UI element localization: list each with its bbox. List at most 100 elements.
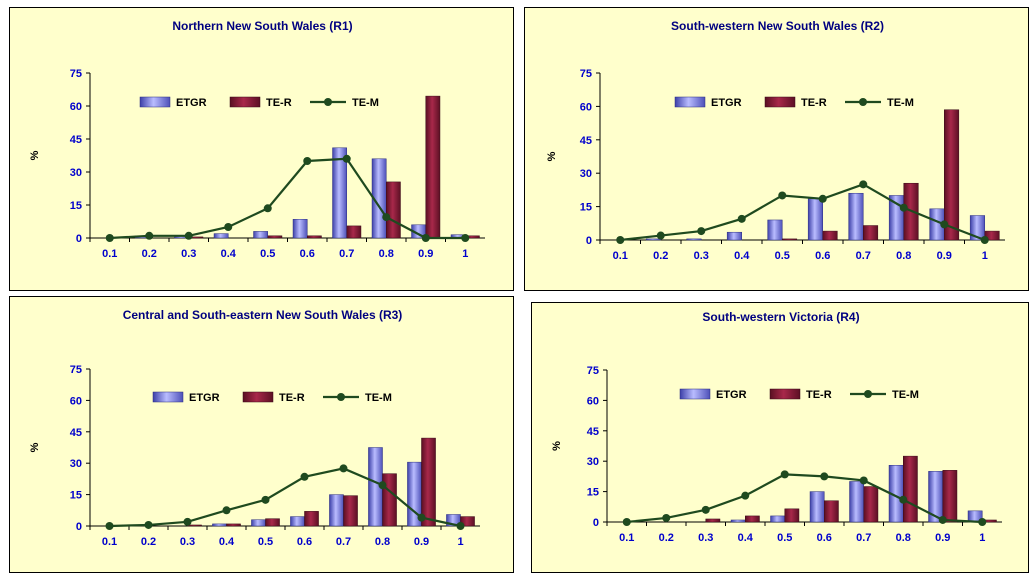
point-te-m xyxy=(421,234,430,242)
point-te-m xyxy=(456,522,465,530)
y-tick-label: 30 xyxy=(70,458,82,470)
x-tick-label: 0.8 xyxy=(379,248,394,260)
point-te-m xyxy=(145,231,154,240)
bar-te-r xyxy=(265,518,280,527)
chart-title: South-western Victoria (R4) xyxy=(702,310,859,324)
legend-label-etgr: ETGR xyxy=(711,97,742,109)
x-tick-label: 0.8 xyxy=(896,250,911,262)
legend-swatch-te-r xyxy=(764,96,796,108)
legend-marker-te-m xyxy=(864,390,872,398)
bar-te-r xyxy=(824,500,839,523)
x-tick-label: 0.8 xyxy=(375,536,390,548)
legend-label-te-m: TE-M xyxy=(887,97,914,109)
x-tick-label: 0.6 xyxy=(815,250,830,262)
point-te-m xyxy=(378,481,387,490)
point-te-m xyxy=(820,472,829,481)
bar-te-r xyxy=(863,486,879,523)
x-tick-label: 0.4 xyxy=(734,250,750,262)
y-axis-label: % xyxy=(551,441,563,451)
x-tick-label: 0.8 xyxy=(896,532,911,544)
legend-swatch-etgr xyxy=(139,96,171,108)
legend-label-te-r: TE-R xyxy=(806,389,832,401)
x-tick-label: 1 xyxy=(462,248,468,260)
bar-etgr xyxy=(849,481,864,523)
y-tick-label: 15 xyxy=(70,200,82,212)
point-te-m xyxy=(662,513,671,522)
y-tick-label: 0 xyxy=(76,233,82,245)
x-tick-label: 0.3 xyxy=(698,532,713,544)
y-tick-label: 60 xyxy=(587,395,599,407)
point-te-m xyxy=(263,204,272,213)
x-tick-label: 0.1 xyxy=(102,248,117,260)
bar-te-r xyxy=(944,109,960,241)
point-te-m xyxy=(261,495,270,504)
line-te-m xyxy=(109,467,461,528)
bar-etgr xyxy=(848,192,864,241)
x-tick-label: 0.3 xyxy=(180,536,195,548)
bar-te-r xyxy=(784,508,800,523)
bar-etgr xyxy=(767,219,783,241)
bar-te-r xyxy=(382,473,397,527)
bar-etgr xyxy=(251,519,266,527)
bar-etgr xyxy=(212,523,227,527)
x-tick-label: 0.6 xyxy=(297,536,312,548)
point-te-m xyxy=(737,214,746,223)
x-tick-label: 1 xyxy=(457,536,463,548)
point-te-m xyxy=(616,236,625,244)
point-te-m xyxy=(144,520,153,529)
bar-etgr xyxy=(686,238,702,241)
bar-te-r xyxy=(307,235,322,239)
y-tick-label: 60 xyxy=(70,395,82,407)
legend-swatch-te-r xyxy=(242,391,274,403)
point-te-m xyxy=(818,194,827,203)
y-tick-label: 75 xyxy=(587,365,599,377)
y-tick-label: 30 xyxy=(580,168,592,180)
point-te-m xyxy=(417,513,426,522)
bar-etgr xyxy=(809,491,825,523)
bar-etgr xyxy=(730,519,746,523)
legend-marker-te-m xyxy=(859,98,867,106)
x-tick-label: 0.6 xyxy=(300,248,315,260)
point-te-m xyxy=(342,154,351,163)
y-tick-label: 15 xyxy=(580,202,592,214)
y-tick-label: 30 xyxy=(70,167,82,179)
bar-te-r xyxy=(745,515,760,523)
chart-r1: Northern New South Wales (R1)% 0 15 30 45 60 7… xyxy=(29,19,485,260)
chart-title: Northern New South Wales (R1) xyxy=(172,19,352,33)
y-tick-label: 45 xyxy=(70,134,82,146)
y-tick-label: 75 xyxy=(70,68,82,80)
y-tick-label: 45 xyxy=(580,135,592,147)
point-te-m xyxy=(780,470,789,479)
point-te-m xyxy=(980,236,989,244)
x-tick-label: 0.3 xyxy=(694,250,709,262)
point-te-m xyxy=(741,491,750,500)
bar-etgr xyxy=(292,219,308,239)
bar-te-r xyxy=(425,95,441,239)
bar-etgr xyxy=(888,195,905,241)
point-te-m xyxy=(184,231,193,240)
bar-etgr xyxy=(726,231,742,241)
chart-title: Central and South-eastern New South Wale… xyxy=(123,308,403,322)
legend-swatch-etgr xyxy=(679,388,711,400)
x-tick-label: 0.2 xyxy=(659,532,674,544)
bar-etgr xyxy=(332,147,347,239)
x-tick-label: 0.2 xyxy=(142,248,157,260)
x-tick-label: 0.6 xyxy=(817,532,832,544)
point-te-m xyxy=(105,522,114,530)
x-tick-label: 0.9 xyxy=(414,536,429,548)
point-te-m xyxy=(899,203,908,212)
x-tick-label: 0.1 xyxy=(102,536,117,548)
legend-swatch-te-r xyxy=(769,388,801,400)
bar-te-r xyxy=(942,470,958,523)
point-te-m xyxy=(382,213,391,222)
x-tick-label: 0.7 xyxy=(336,536,351,548)
point-te-m xyxy=(300,472,309,481)
bar-te-r xyxy=(460,516,475,527)
y-tick-label: 75 xyxy=(70,364,82,376)
y-axis-label: % xyxy=(29,442,41,452)
legend-marker-te-m xyxy=(337,393,345,401)
point-te-m xyxy=(859,180,868,189)
chart-panel-r1: Northern New South Wales (R1)% 0 15 30 45 60 7… xyxy=(9,7,514,291)
chart-panel-r3: Central and South-eastern New South Wale… xyxy=(9,296,514,573)
bar-etgr xyxy=(329,494,344,527)
